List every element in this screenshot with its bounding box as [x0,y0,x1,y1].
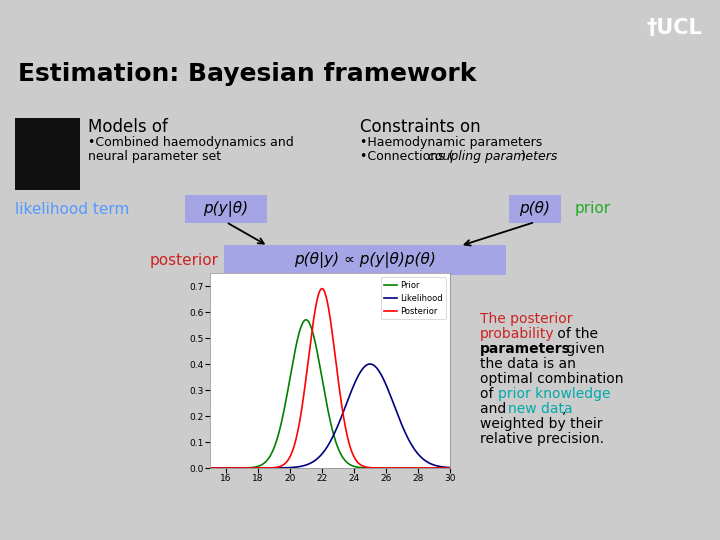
Text: optimal combination: optimal combination [480,372,624,386]
FancyBboxPatch shape [224,245,506,275]
Likelihood [356,368,365,374]
FancyBboxPatch shape [509,195,561,223]
Text: weighted by their: weighted by their [480,417,603,431]
Line: Posterior: Posterior [210,288,450,468]
Text: prior knowledge: prior knowledge [498,387,611,401]
Text: Models of: Models of [88,118,168,136]
Likelihood [206,465,215,471]
Text: ,: , [562,402,567,416]
Text: new data: new data [508,402,572,416]
Line: Likelihood: Likelihood [210,364,450,468]
Likelihood [366,361,374,367]
Posterior [206,465,215,471]
Text: prior: prior [575,201,611,217]
Prior [235,465,243,471]
Posterior [357,462,366,469]
Prior [301,317,310,323]
Likelihood [301,462,310,469]
Posterior [235,465,243,471]
Likelihood [381,379,390,386]
Text: probability: probability [480,327,554,341]
Text: Estimation: Bayesian framework: Estimation: Bayesian framework [18,62,477,86]
FancyBboxPatch shape [185,195,267,223]
Text: neural parameter set: neural parameter set [88,150,221,163]
Posterior [301,382,310,389]
Text: p(θ|y) ∝ p(y|θ)p(θ): p(θ|y) ∝ p(y|θ)p(θ) [294,252,436,268]
Posterior [446,465,454,471]
Likelihood [446,464,454,471]
Text: and: and [480,402,510,416]
Text: of: of [480,387,498,401]
Posterior [379,465,388,471]
Text: p(y|θ): p(y|θ) [204,201,248,217]
Prior [446,465,454,471]
FancyBboxPatch shape [15,118,80,190]
Text: coupling parameters: coupling parameters [428,150,557,163]
Prior [206,465,215,471]
Prior [379,465,388,471]
Posterior [381,465,390,471]
Text: ): ) [521,150,526,163]
Text: Bayesian estimation: Bayesian estimation [210,303,408,322]
Posterior [318,285,326,292]
Posterior [284,457,292,463]
Text: the data is an: the data is an [480,357,576,371]
Text: Constraints on: Constraints on [360,118,481,136]
Text: •Combined haemodynamics and: •Combined haemodynamics and [88,136,294,149]
Text: •Connections (: •Connections ( [360,150,454,163]
Text: parameters: parameters [480,342,571,356]
Prior [284,385,292,392]
Likelihood [379,377,388,383]
Prior [381,465,390,471]
Text: •Haemodynamic parameters: •Haemodynamic parameters [360,136,542,149]
Likelihood [235,465,243,471]
Text: of the: of the [553,327,598,341]
Text: relative precision.: relative precision. [480,432,604,446]
Text: posterior: posterior [150,253,219,267]
Legend: Prior, Likelihood, Posterior: Prior, Likelihood, Posterior [381,277,446,319]
Prior [302,316,310,323]
Text: †UCL: †UCL [647,17,702,37]
Text: likelihood term: likelihood term [15,201,130,217]
Prior [357,464,366,471]
Likelihood [284,464,292,471]
Text: given: given [562,342,605,356]
Line: Prior: Prior [210,320,450,468]
Text: p(θ): p(θ) [520,201,551,217]
Text: The posterior: The posterior [480,312,572,326]
